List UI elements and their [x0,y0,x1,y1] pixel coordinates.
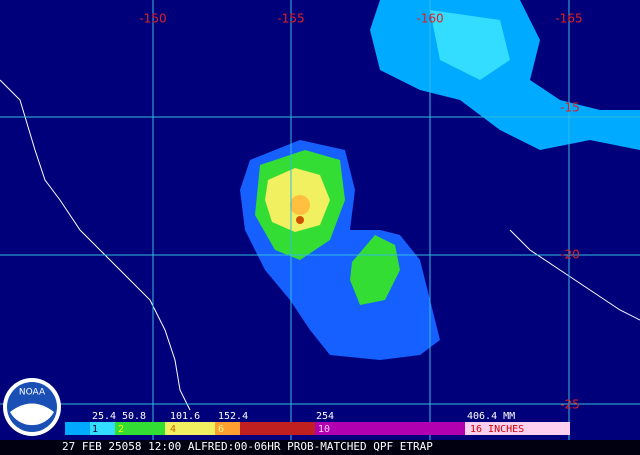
lon-label: -155 [277,12,304,26]
legend: 25.4 50.8 101.6 152.4 254 406.4 MM 1 2 4… [65,411,570,435]
caption: 27 FEB 25058 12:00 ALFRED:00-06HR PROB-M… [62,440,433,453]
legend-swatch [115,422,165,435]
mm-label: 25.4 [92,411,116,422]
lon-label: -165 [555,12,582,26]
logo-wave [10,403,54,426]
inch-label: 4 [170,424,176,435]
legend-swatch [215,422,240,435]
precip-north-core [430,10,510,80]
noaa-logo: NOAA [3,378,61,436]
lat-label: -20 [560,248,580,262]
mm-label: 406.4 MM [467,411,515,422]
mm-label: 152.4 [218,411,248,422]
precip-green-2 [350,235,400,305]
lat-label: -15 [560,101,580,115]
coastline-east [509,229,640,321]
caption-strip [0,440,640,455]
coastline [0,79,191,411]
legend-swatch [165,422,215,435]
inch-label: 1 [92,424,98,435]
precip-peak [296,216,304,224]
legend-swatch [90,422,115,435]
mm-label: 101.6 [170,411,200,422]
legend-swatch [315,422,465,435]
legend-swatch [465,422,570,435]
precip [240,0,640,360]
inch-label: 10 [318,424,330,435]
inch-label: 6 [218,424,224,435]
legend-swatch [240,422,315,435]
lon-label: -160 [416,12,443,26]
lon-label: -150 [139,12,166,26]
inch-label: 2 [118,424,124,435]
lat-label: -25 [560,398,580,412]
logo-text: NOAA [19,388,46,398]
inch-label: 16 INCHES [470,424,524,435]
mm-label: 254 [316,411,334,422]
graticule [0,0,640,440]
mm-label: 50.8 [122,411,146,422]
legend-swatch [65,422,90,435]
precip-core [290,195,310,215]
